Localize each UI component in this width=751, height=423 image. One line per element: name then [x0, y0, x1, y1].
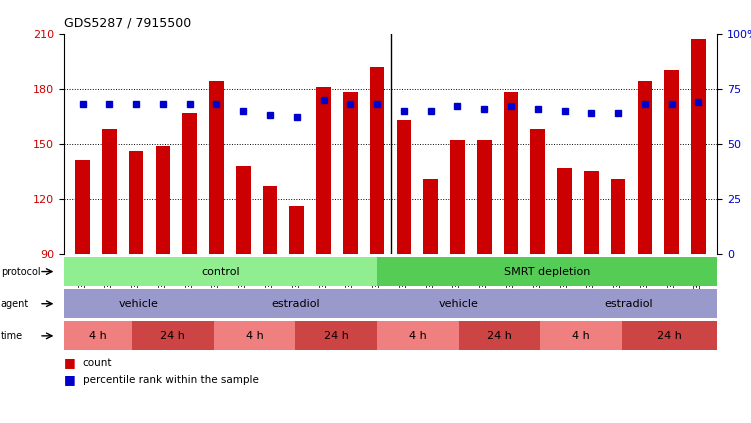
Bar [289, 206, 304, 254]
Bar [209, 82, 224, 254]
Text: 4 h: 4 h [89, 331, 107, 341]
Text: count: count [83, 358, 112, 368]
Text: ■: ■ [64, 357, 76, 369]
Bar [397, 120, 412, 254]
Bar [424, 179, 438, 254]
Bar [182, 113, 197, 254]
Bar [530, 129, 545, 254]
Text: vehicle: vehicle [439, 299, 478, 309]
Text: 24 h: 24 h [657, 331, 682, 341]
Text: 4 h: 4 h [246, 331, 264, 341]
Bar [504, 93, 518, 254]
Bar [75, 160, 90, 254]
Text: ■: ■ [64, 374, 76, 386]
Bar [611, 179, 626, 254]
Bar [691, 39, 706, 254]
Bar [316, 87, 331, 254]
Text: 4 h: 4 h [572, 331, 590, 341]
Bar [128, 151, 143, 254]
Text: control: control [201, 266, 240, 277]
Bar [450, 140, 465, 254]
Text: 24 h: 24 h [487, 331, 512, 341]
Bar [584, 171, 599, 254]
Text: vehicle: vehicle [119, 299, 158, 309]
Text: time: time [1, 331, 23, 341]
Bar [263, 186, 277, 254]
Text: percentile rank within the sample: percentile rank within the sample [83, 375, 258, 385]
Bar [665, 71, 679, 254]
Bar [236, 166, 251, 254]
Text: 24 h: 24 h [160, 331, 185, 341]
Bar [343, 93, 357, 254]
Text: agent: agent [1, 299, 29, 309]
Text: GDS5287 / 7915500: GDS5287 / 7915500 [64, 17, 191, 30]
Text: estradiol: estradiol [271, 299, 319, 309]
Text: SMRT depletion: SMRT depletion [504, 266, 590, 277]
Bar [557, 168, 572, 254]
Text: protocol: protocol [1, 266, 41, 277]
Bar [638, 82, 653, 254]
Bar [477, 140, 492, 254]
Bar [155, 146, 170, 254]
Text: 24 h: 24 h [324, 331, 348, 341]
Bar [369, 67, 385, 254]
Text: 4 h: 4 h [409, 331, 427, 341]
Text: estradiol: estradiol [605, 299, 653, 309]
Bar [102, 129, 116, 254]
